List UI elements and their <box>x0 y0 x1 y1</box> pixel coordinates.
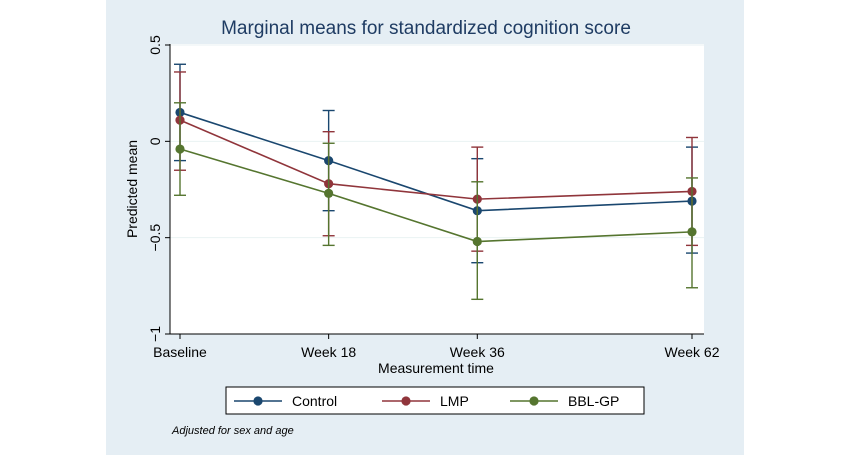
x-ticks: Baseline Week 18 Week 36 Week 62 <box>153 334 720 360</box>
y-ticks: −1 −0.5 0 0.5 <box>147 35 170 342</box>
y-tick-label: −0.5 <box>147 224 163 252</box>
x-tick-label: Week 62 <box>665 344 720 360</box>
chart-title: Marginal means for standardized cognitio… <box>221 18 631 39</box>
legend-label: LMP <box>440 393 469 409</box>
series-line <box>179 148 693 243</box>
gridlines <box>170 44 704 239</box>
legend-marker <box>401 396 411 406</box>
legend-marker <box>253 396 263 406</box>
x-tick-label: Baseline <box>153 344 207 360</box>
legend-marker <box>529 396 539 406</box>
y-tick-label: 0.5 <box>147 35 163 55</box>
y-axis-title: Predicted mean <box>124 140 140 238</box>
data-point <box>687 227 697 237</box>
legend-label: Control <box>292 393 337 409</box>
series-bbl-gp <box>174 102 698 301</box>
data-point <box>324 188 334 198</box>
legend-box <box>225 386 645 415</box>
chart-svg: −1 −0.5 0 0.5 Baseline Week 18 Week 36 Week 62… <box>124 18 720 437</box>
x-tick-label: Week 18 <box>301 344 356 360</box>
legend: Control LMP BBL-GP <box>234 393 619 409</box>
data-point <box>472 236 482 247</box>
footnote: Adjusted for sex and age <box>171 425 294 437</box>
x-tick-label: Week 36 <box>450 344 505 360</box>
x-axis-title: Measurement time <box>378 360 494 376</box>
y-tick-label: −1 <box>147 326 163 342</box>
series-line <box>179 111 693 212</box>
legend-label: BBL-GP <box>568 393 619 409</box>
y-tick-label: 0 <box>147 137 163 145</box>
series-layer <box>174 63 698 301</box>
plot-area <box>170 44 704 334</box>
data-point <box>175 144 185 154</box>
chart-panel: −1 −0.5 0 0.5 Baseline Week 18 Week 36 Week 62… <box>106 0 744 455</box>
series-line <box>179 119 693 200</box>
